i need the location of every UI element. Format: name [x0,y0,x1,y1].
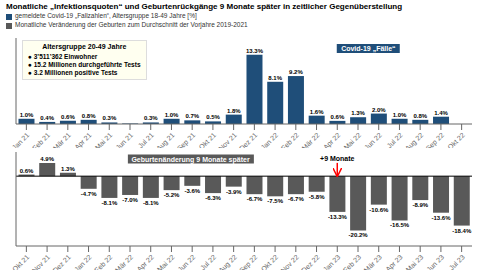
svg-text:Apr 22: Apr 22 [135,253,155,270]
svg-text:-16.5%: -16.5% [390,222,410,228]
svg-text:-3.6%: -3.6% [184,188,200,194]
svg-text:-7.0%: -7.0% [122,197,138,203]
svg-text:4.9%: 4.9% [40,156,54,162]
svg-text:Okt 21: Okt 21 [198,131,218,148]
svg-text:-10.6%: -10.6% [369,207,389,213]
svg-text:Sep 22: Sep 22 [424,131,445,148]
svg-text:Feb 21: Feb 21 [31,131,51,148]
svg-text:Sep 22: Sep 22 [238,253,259,270]
svg-text:-8.1%: -8.1% [102,200,118,206]
svg-text:Mär 23: Mär 23 [363,253,383,270]
svg-text:-3.9%: -3.9% [226,189,242,195]
svg-text:Feb 22: Feb 22 [280,131,300,148]
svg-text:-6.3%: -6.3% [205,195,221,201]
svg-text:Mai 22: Mai 22 [342,131,362,148]
svg-text:Aug 22: Aug 22 [404,131,425,148]
svg-text:Jul 22: Jul 22 [199,253,217,270]
svg-text:Okt 22: Okt 22 [446,131,466,148]
svg-text:Jan 21: Jan 21 [11,131,31,148]
svg-text:-18.4%: -18.4% [452,228,472,234]
svg-text:-4.7%: -4.7% [81,191,97,197]
html-text:● 3’511’362 Einwohner: ● 3’511’362 Einwohner [28,52,98,60]
svg-text:0.8%: 0.8% [82,113,96,119]
html-text:Monatliche „Infektionsquoten“: Monatliche „Infektionsquoten“ und Geburt… [6,2,403,11]
svg-text:Feb 23: Feb 23 [342,253,362,270]
html-text:Altersgruppe 20-49 Jahre: Altersgruppe 20-49 Jahre [42,43,127,50]
svg-text:9.2%: 9.2% [289,69,303,75]
svg-text:Jun 22: Jun 22 [177,253,197,270]
svg-text:Okt 21: Okt 21 [11,253,31,270]
svg-text:Feb 22: Feb 22 [93,253,113,270]
svg-text:Jun 23: Jun 23 [425,253,445,270]
svg-text:-6.7%: -6.7% [288,196,304,202]
svg-text:0.6%: 0.6% [61,114,75,120]
svg-text:8.1%: 8.1% [268,75,282,81]
html-text:Monatliche Veränderung der Geb: Monatliche Veränderung der Geburten zum … [15,21,248,29]
svg-text:Dez 21: Dez 21 [51,253,72,270]
svg-text:1.0%: 1.0% [165,112,179,118]
svg-text:Nov 22: Nov 22 [279,253,300,270]
svg-text:Nov 21: Nov 21 [31,253,52,270]
svg-text:0.8%: 0.8% [413,113,427,119]
svg-text:Dez 21: Dez 21 [238,131,259,148]
html-text:Geburtenänderung 9 Monate spät: Geburtenänderung 9 Monate später [131,155,250,163]
svg-text:-13.6%: -13.6% [432,215,452,221]
svg-text:Okt 22: Okt 22 [260,253,280,270]
svg-text:Dez 22: Dez 22 [300,253,321,270]
html-text:gemeldete Covid-19 „Fallzahlen: gemeldete Covid-19 „Fallzahlen“, Altersg… [15,12,197,20]
svg-text:Jan 22: Jan 22 [73,253,93,270]
html-text:● 15.2 Millionen durchgeführte: ● 15.2 Millionen durchgeführte Tests [28,60,141,68]
html-text:+9 Monate: +9 Monate [320,154,355,162]
svg-text:Jul 22: Jul 22 [386,131,404,148]
svg-text:Mai 21: Mai 21 [94,131,114,148]
svg-text:0.3%: 0.3% [103,115,117,121]
svg-text:-6.7%: -6.7% [247,196,263,202]
svg-text:Sep 21: Sep 21 [176,131,197,148]
svg-text:Jun 21: Jun 21 [114,131,134,148]
svg-text:0.3%: 0.3% [144,115,158,121]
svg-text:Apr 21: Apr 21 [73,131,93,148]
svg-text:1.3%: 1.3% [61,166,75,172]
svg-text:0.6%: 0.6% [20,168,34,174]
svg-text:1.4%: 1.4% [434,110,448,116]
svg-text:Jul 21: Jul 21 [137,131,155,148]
svg-text:0.6%: 0.6% [331,114,345,120]
svg-text:13.3%: 13.3% [246,48,264,54]
svg-text:-8.1%: -8.1% [143,200,159,206]
svg-text:1.0%: 1.0% [393,112,407,118]
svg-text:2.0%: 2.0% [372,107,386,113]
svg-text:0.7%: 0.7% [185,113,199,119]
svg-text:-13.3%: -13.3% [328,214,348,220]
html-text:● 3.2 Millionen positive Tests: ● 3.2 Millionen positive Tests [28,69,118,76]
svg-text:1.3%: 1.3% [351,110,365,116]
svg-text:Jan 23: Jan 23 [322,253,342,270]
svg-text:Jul 23: Jul 23 [448,253,466,270]
svg-text:Nov 21: Nov 21 [217,131,238,148]
svg-text:0.4%: 0.4% [40,115,54,121]
svg-text:Mai 22: Mai 22 [156,253,176,270]
svg-text:Jun 22: Jun 22 [363,131,383,148]
svg-text:Aug 22: Aug 22 [217,253,238,270]
svg-text:Aug 21: Aug 21 [155,131,176,148]
svg-text:Mär 22: Mär 22 [300,131,320,148]
svg-text:Apr 22: Apr 22 [322,131,342,148]
svg-text:Mai 23: Mai 23 [405,253,425,270]
html-text:Covid-19 „Fälle“: Covid-19 „Fälle“ [341,45,396,52]
svg-text:Mär 21: Mär 21 [52,131,72,148]
svg-text:1.0%: 1.0% [20,112,34,118]
svg-text:-7.5%: -7.5% [267,198,283,204]
svg-text:-20.2%: -20.2% [349,232,369,238]
svg-text:Jan 22: Jan 22 [259,131,279,148]
svg-text:-8.9%: -8.9% [412,202,428,208]
svg-text:0.5%: 0.5% [206,114,220,120]
svg-text:-5.8%: -5.8% [309,194,325,200]
svg-text:Apr 23: Apr 23 [384,253,404,270]
svg-text:1.8%: 1.8% [227,108,241,114]
svg-text:Mär 22: Mär 22 [114,253,134,270]
svg-text:-5.2%: -5.2% [164,192,180,198]
svg-text:1.6%: 1.6% [310,109,324,115]
